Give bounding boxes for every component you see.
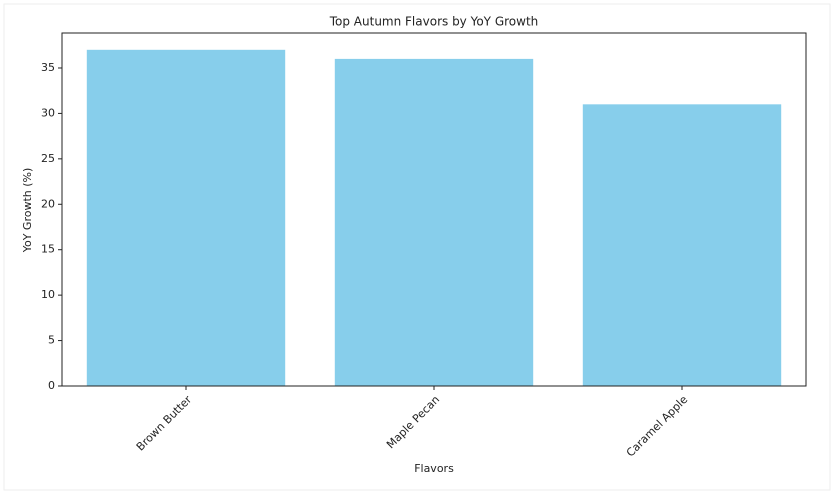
y-tick-label: 10	[41, 288, 55, 301]
bar	[334, 58, 534, 386]
x-tick-label: Maple Pecan	[384, 393, 442, 451]
y-tick-label: 0	[48, 379, 55, 392]
y-tick-label: 25	[41, 152, 55, 165]
y-tick-label: 15	[41, 243, 55, 256]
y-tick-label: 20	[41, 197, 55, 210]
y-tick-label: 30	[41, 106, 55, 119]
bar	[86, 49, 286, 387]
x-tick-label: Brown Butter	[134, 393, 195, 454]
y-tick-label: 5	[48, 334, 55, 347]
chart-title: Top Autumn Flavors by YoY Growth	[329, 15, 539, 29]
x-tick-label: Caramel Apple	[624, 393, 691, 460]
y-axis-label: YoY Growth (%)	[21, 168, 34, 254]
frame	[3, 3, 831, 491]
x-axis-label: Flavors	[414, 462, 454, 475]
plot-area	[61, 32, 807, 387]
bar	[582, 104, 782, 386]
y-tick-label: 35	[41, 61, 55, 74]
